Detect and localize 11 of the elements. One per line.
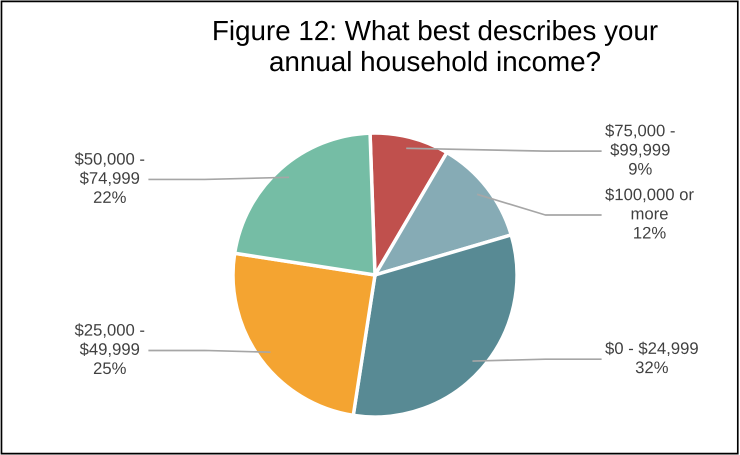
data-label: 25% bbox=[94, 362, 126, 374]
data-label: 9% bbox=[628, 162, 652, 175]
slice-label: $75,000 - $99,999 bbox=[605, 124, 675, 158]
slice-label: $50,000 - $74,999 bbox=[74, 152, 144, 186]
data-label: 12% bbox=[634, 226, 666, 239]
slice-label: $0 - $24,999 bbox=[605, 342, 698, 356]
chart-title: Figure 12: What best describes your annual household income? bbox=[214, 20, 658, 72]
slice-label: $25,000 - $49,999 bbox=[74, 323, 144, 357]
slice-label: $100,000 or more bbox=[605, 188, 694, 220]
data-label: 32% bbox=[636, 361, 668, 374]
data-label: 22% bbox=[94, 191, 126, 203]
